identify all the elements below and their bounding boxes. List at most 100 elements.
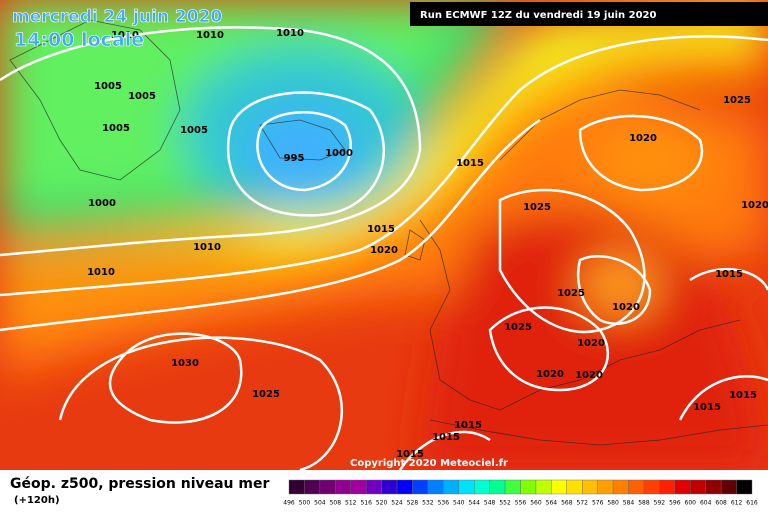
scale-swatch [381, 479, 398, 495]
scale-swatch [504, 479, 521, 495]
scale-label: 572 [577, 500, 589, 507]
scale-label: 528 [407, 500, 419, 507]
scale-swatch [458, 479, 475, 495]
isobar-label: 995 [284, 153, 305, 164]
scale-swatch [304, 479, 321, 495]
isobar-label: 1020 [536, 369, 564, 380]
scale-label: 496 [283, 500, 295, 507]
lead-time: (+120h) [14, 495, 60, 506]
scale-swatch [288, 479, 305, 495]
scale-label: 560 [530, 500, 542, 507]
scale-swatch [396, 479, 413, 495]
scale-swatch [443, 479, 459, 495]
scale-swatch [628, 479, 645, 495]
forecast-time: 14:00 locale [14, 29, 144, 51]
scale-swatch [674, 479, 691, 495]
isobar-label: 1015 [456, 158, 484, 169]
run-banner [410, 2, 768, 26]
isobar-label: 1020 [741, 200, 768, 211]
isobar-label: 1000 [325, 148, 353, 159]
scale-label: 588 [638, 500, 650, 507]
scale-label: 592 [654, 500, 666, 507]
isobar-label: 1010 [87, 267, 115, 278]
scale-swatch [690, 479, 706, 495]
scale-label: 576 [592, 500, 604, 507]
isobar-label: 1020 [629, 133, 657, 144]
isobar-label: 1020 [370, 245, 398, 256]
map-field: 1010 1010 1010 1005 1005 1005 1005 995 1… [0, 0, 768, 470]
scale-label: 512 [345, 500, 357, 507]
map-title: Géop. z500, pression niveau mer [10, 476, 269, 492]
isobar-label: 1015 [367, 224, 395, 235]
scale-swatch [412, 479, 429, 495]
isobar-label: 1020 [575, 370, 603, 381]
scale-label: 604 [700, 500, 712, 507]
isobar-label: 1010 [111, 30, 139, 41]
scale-swatch [736, 479, 753, 495]
scale-label: 520 [376, 500, 388, 507]
scale-swatch [597, 479, 614, 495]
scale-swatch [643, 479, 660, 495]
copyright: Copyright 2020 Meteociel.fr [350, 458, 508, 469]
scale-label: 504 [314, 500, 326, 507]
scale-swatch [566, 479, 583, 495]
scale-swatch [365, 479, 382, 495]
isobar-label: 1020 [577, 338, 605, 349]
scale-label: 548 [484, 500, 496, 507]
isobar-label: 1010 [193, 242, 221, 253]
scale-label: 600 [685, 500, 697, 507]
scale-swatch [335, 479, 351, 495]
isobar-label: 1015 [715, 269, 743, 280]
scale-label: 536 [438, 500, 450, 507]
isobar-label: 1010 [196, 30, 224, 41]
isobar-label: 1005 [94, 81, 122, 92]
isobar-label: 1025 [557, 288, 585, 299]
scale-swatch [612, 479, 629, 495]
scale-label: 540 [453, 500, 465, 507]
isobars [0, 26, 768, 470]
scale-swatch [720, 479, 737, 495]
scale-label: 544 [468, 500, 480, 507]
isobar-label: 1030 [171, 358, 199, 369]
scale-label: 556 [515, 500, 527, 507]
scale-swatch [520, 479, 537, 495]
color-scale: 496 500 504 508 512 516 520 524 528 532 536 540 544 5… [283, 479, 758, 507]
scale-swatch [551, 479, 567, 495]
isobar-label: 1015 [729, 390, 757, 401]
scale-swatch [319, 479, 336, 495]
scale-label: 524 [391, 500, 403, 507]
coastlines [9, 19, 768, 446]
scale-label: 532 [422, 500, 434, 507]
scale-swatch [705, 479, 722, 495]
isobar-label: 1025 [523, 202, 551, 213]
isobar-label: 1015 [454, 420, 482, 431]
isobar-label: 1010 [276, 28, 304, 39]
scale-label: 608 [715, 500, 727, 507]
scale-swatch [659, 479, 676, 495]
isobar-label: 1025 [504, 322, 532, 333]
scale-label: 516 [360, 500, 372, 507]
scale-label: 612 [731, 500, 743, 507]
isobar-label: 1020 [612, 302, 640, 313]
scale-label: 584 [623, 500, 635, 507]
scale-label: 564 [546, 500, 558, 507]
isobar-labels: 1010 1010 1010 1005 1005 1005 1005 995 1… [87, 28, 768, 460]
scale-swatch [474, 479, 490, 495]
scale-label: 552 [499, 500, 511, 507]
isobar-label: 1005 [102, 123, 130, 134]
forecast-date: mercredi 24 juin 2020 [12, 7, 222, 27]
scale-label: 568 [561, 500, 573, 507]
isobar-label: 1015 [693, 402, 721, 413]
scale-label: 596 [669, 500, 681, 507]
scale-label: 616 [746, 500, 758, 507]
run-info: Run ECMWF 12Z du vendredi 19 juin 2020 [420, 10, 656, 21]
isobar-label: 1015 [432, 432, 460, 443]
isobar-label: 1015 [396, 449, 424, 460]
isobar-label: 1005 [128, 91, 156, 102]
scale-swatch [535, 479, 552, 495]
isobar-label: 1025 [723, 95, 751, 106]
scale-swatch [350, 479, 367, 495]
scale-label: 500 [299, 500, 311, 507]
scale-swatch [582, 479, 598, 495]
